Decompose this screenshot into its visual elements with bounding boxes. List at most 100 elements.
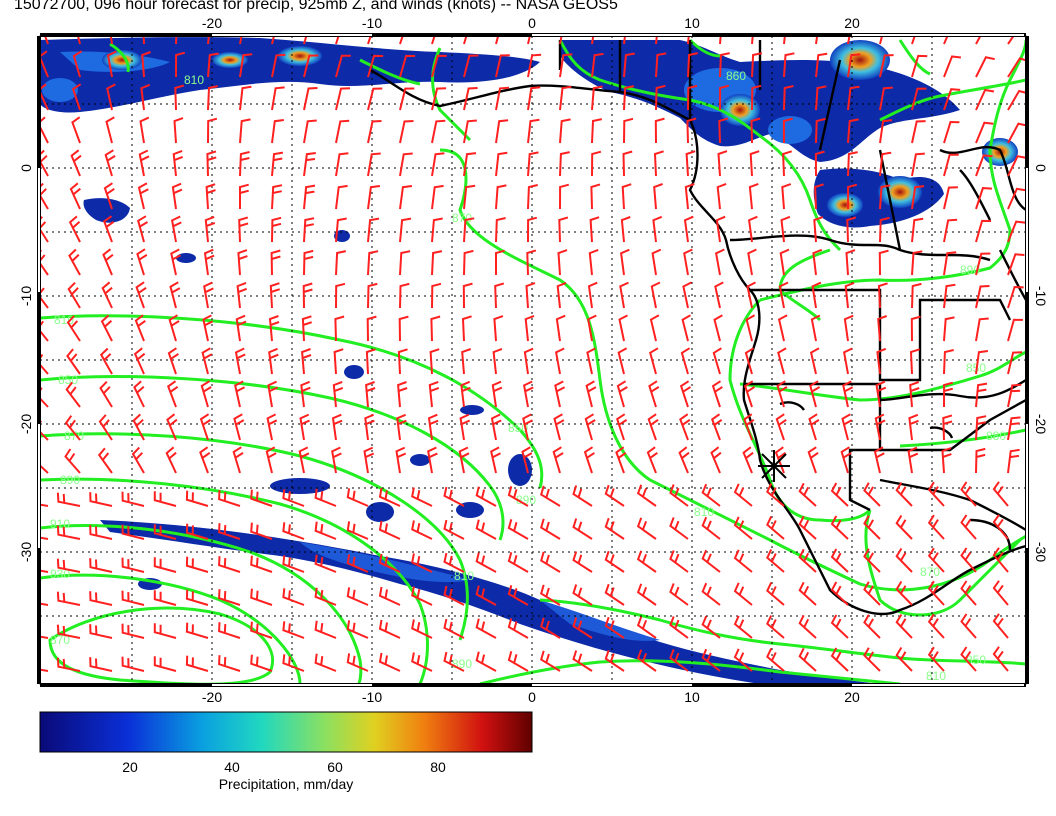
wind-barb — [133, 380, 145, 408]
wind-barb — [335, 184, 348, 210]
wind-barb — [554, 347, 565, 375]
wind-barb — [863, 581, 881, 606]
wind-barb — [367, 87, 383, 111]
wind-barb — [40, 116, 49, 144]
wind-barb — [399, 217, 412, 243]
y-axis-right: 0 -10 -20 -30 — [1033, 164, 1049, 562]
wind-barb — [733, 483, 753, 507]
wind-barb — [975, 382, 988, 408]
contour-label: 860 — [726, 69, 746, 83]
wind-barb — [431, 87, 447, 111]
wind-barb — [876, 347, 887, 375]
wind-barb — [64, 415, 81, 441]
wind-barb — [975, 252, 991, 276]
wind-barb — [99, 347, 113, 375]
wind-barb — [943, 153, 959, 177]
wind-barb — [943, 55, 962, 78]
wind-barb — [70, 149, 82, 177]
wind-barb — [314, 620, 337, 639]
wind-barb — [710, 413, 723, 441]
wind-barb — [121, 557, 145, 573]
wind-barb — [558, 216, 569, 243]
wind-barb — [121, 590, 145, 606]
wind-barb — [105, 116, 115, 144]
wind-barb — [895, 547, 913, 573]
wind-barb — [239, 53, 253, 78]
wind-barb — [367, 54, 384, 78]
wind-barb — [943, 283, 956, 309]
x-tick-label: 10 — [684, 689, 700, 705]
wind-barb — [572, 485, 593, 507]
wind-barb — [911, 87, 927, 111]
wind-barb — [314, 653, 337, 672]
wind-barb — [40, 83, 49, 111]
wind-barb — [589, 216, 600, 243]
wind-barb — [40, 249, 49, 276]
wind-barb — [121, 524, 145, 540]
wind-barb — [463, 54, 479, 78]
wind-barb — [206, 150, 217, 177]
wind-barb — [411, 652, 433, 672]
x-tick-label: 0 — [528, 689, 536, 705]
wind-barb — [992, 514, 1009, 540]
wind-barb — [572, 650, 593, 672]
wind-barb — [719, 52, 730, 78]
wind-barb — [622, 150, 633, 177]
wind-barb — [879, 184, 891, 210]
wind-barb — [620, 248, 630, 276]
wind-barb — [303, 119, 317, 144]
wind-barb — [139, 116, 150, 144]
wind-barb — [583, 446, 595, 474]
wind-barb — [942, 414, 953, 441]
y-tick-label: -30 — [1033, 542, 1049, 562]
wind-barb — [40, 353, 49, 375]
wind-barb — [378, 586, 401, 606]
contour-label: 910 — [50, 517, 70, 531]
wind-barb — [443, 651, 465, 672]
wind-barb — [863, 515, 881, 540]
wind-barb — [815, 117, 826, 144]
wind-barb — [811, 281, 822, 309]
wind-barb — [975, 285, 990, 309]
wind-barb — [777, 314, 788, 342]
wind-barb — [398, 315, 409, 342]
wind-barb — [975, 317, 989, 342]
wind-barb — [153, 491, 177, 507]
wind-barb — [604, 583, 625, 606]
wind-barb — [591, 85, 603, 111]
contour-label: 850 — [58, 373, 78, 387]
wind-barb — [199, 446, 211, 474]
wind-barbs — [40, 36, 1026, 672]
wind-barb — [202, 314, 214, 342]
wind-barb — [431, 282, 442, 309]
wind-barb — [718, 117, 729, 144]
wind-barb — [685, 150, 696, 177]
wind-barb — [443, 519, 465, 540]
wind-barb — [335, 282, 346, 309]
wind-barb — [863, 482, 881, 507]
wind-barb — [443, 552, 465, 573]
wind-barb — [798, 647, 817, 672]
wind-barb — [507, 585, 529, 606]
wind-barb — [669, 616, 689, 639]
wind-barb — [218, 556, 241, 573]
wind-barb — [808, 413, 820, 441]
wind-barb — [411, 487, 433, 507]
wind-barb — [239, 183, 249, 209]
wind-barb — [199, 413, 212, 441]
wind-barb — [636, 484, 657, 507]
wind-barb — [1007, 36, 1015, 45]
contour-label: 870 — [920, 565, 940, 579]
contour-labels: 810 860 870 810 890 850 870 890 910 930 … — [50, 69, 1006, 683]
wind-barb — [540, 584, 561, 606]
wind-barb — [493, 315, 504, 342]
wind-barb — [798, 581, 817, 606]
radar-star-icon — [758, 450, 790, 482]
contour-label: 850 — [966, 653, 986, 667]
wind-barb — [40, 453, 49, 474]
wind-barb — [716, 182, 727, 210]
wind-barb — [992, 580, 1009, 606]
wind-barb — [443, 486, 465, 507]
wind-barb — [65, 381, 81, 408]
wind-barb — [841, 413, 853, 441]
